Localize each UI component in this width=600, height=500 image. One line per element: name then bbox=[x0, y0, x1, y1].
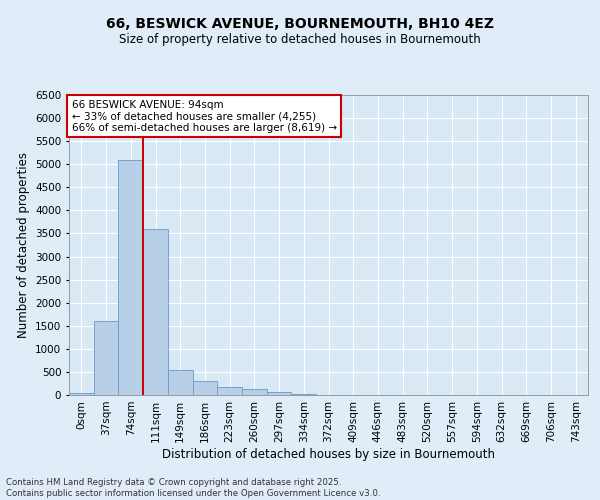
Bar bbox=[118, 160, 143, 395]
Bar bbox=[94, 321, 118, 395]
Text: 66, BESWICK AVENUE, BOURNEMOUTH, BH10 4EZ: 66, BESWICK AVENUE, BOURNEMOUTH, BH10 4E… bbox=[106, 18, 494, 32]
Bar bbox=[69, 392, 94, 395]
Bar bbox=[267, 392, 292, 395]
Bar bbox=[217, 387, 242, 395]
Text: 66 BESWICK AVENUE: 94sqm
← 33% of detached houses are smaller (4,255)
66% of sem: 66 BESWICK AVENUE: 94sqm ← 33% of detach… bbox=[71, 100, 337, 132]
Bar bbox=[168, 370, 193, 395]
Y-axis label: Number of detached properties: Number of detached properties bbox=[17, 152, 29, 338]
X-axis label: Distribution of detached houses by size in Bournemouth: Distribution of detached houses by size … bbox=[162, 448, 495, 460]
Bar bbox=[292, 394, 316, 395]
Text: Contains HM Land Registry data © Crown copyright and database right 2025.
Contai: Contains HM Land Registry data © Crown c… bbox=[6, 478, 380, 498]
Bar bbox=[143, 229, 168, 395]
Text: Size of property relative to detached houses in Bournemouth: Size of property relative to detached ho… bbox=[119, 32, 481, 46]
Bar bbox=[242, 389, 267, 395]
Bar bbox=[193, 380, 217, 395]
